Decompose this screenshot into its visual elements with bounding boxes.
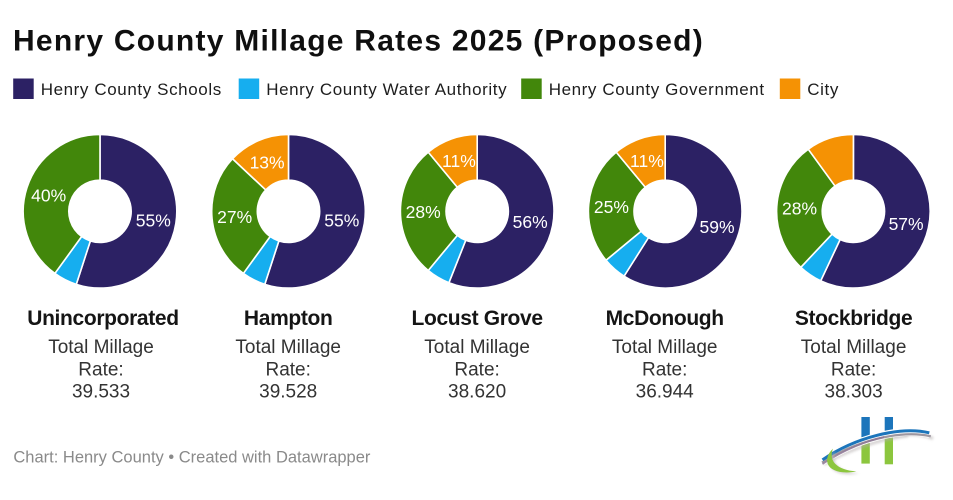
svg-text:39.528: 39.528	[259, 381, 317, 402]
svg-text:28%: 28%	[782, 199, 817, 219]
svg-text:59%: 59%	[699, 217, 734, 237]
svg-text:11%: 11%	[442, 151, 476, 171]
svg-text:Stockbridge: Stockbridge	[795, 307, 913, 330]
svg-text:28%: 28%	[406, 202, 441, 222]
svg-text:Chart: Henry County • Created: Chart: Henry County • Created with Dataw…	[13, 449, 371, 467]
svg-text:Henry County Millage Rates 202: Henry County Millage Rates 2025 (Propose…	[13, 25, 704, 58]
svg-text:55%: 55%	[324, 210, 359, 230]
svg-text:38.620: 38.620	[448, 381, 506, 402]
svg-text:Henry County Government: Henry County Government	[549, 80, 765, 99]
svg-text:Total Millage: Total Millage	[48, 337, 154, 358]
svg-text:Rate:: Rate:	[265, 359, 310, 380]
svg-text:Unincorporated: Unincorporated	[27, 307, 178, 330]
svg-text:27%: 27%	[217, 207, 252, 227]
svg-text:25%: 25%	[594, 197, 629, 217]
svg-text:City: City	[807, 80, 839, 99]
svg-text:55%: 55%	[136, 210, 171, 230]
svg-text:Rate:: Rate:	[642, 359, 687, 380]
svg-text:McDonough: McDonough	[606, 307, 724, 330]
svg-text:57%: 57%	[889, 214, 924, 234]
svg-text:11%: 11%	[630, 151, 664, 171]
svg-text:40%: 40%	[31, 185, 66, 205]
svg-text:Henry County Schools: Henry County Schools	[41, 80, 222, 99]
svg-text:Total Millage: Total Millage	[235, 337, 341, 358]
svg-text:39.533: 39.533	[72, 381, 130, 402]
svg-text:Locust Grove: Locust Grove	[412, 307, 543, 330]
svg-text:13%: 13%	[250, 153, 285, 173]
svg-text:Total Millage: Total Millage	[612, 337, 718, 358]
svg-text:36.944: 36.944	[636, 381, 695, 402]
svg-text:Total Millage: Total Millage	[424, 337, 530, 358]
svg-text:38.303: 38.303	[825, 381, 883, 402]
svg-text:Henry County Water Authority: Henry County Water Authority	[266, 80, 507, 99]
svg-text:Rate:: Rate:	[454, 359, 499, 380]
svg-text:56%: 56%	[513, 212, 548, 232]
svg-text:Rate:: Rate:	[831, 359, 876, 380]
svg-text:Total Millage: Total Millage	[801, 337, 907, 358]
svg-text:Rate:: Rate:	[78, 359, 123, 380]
svg-text:Hampton: Hampton	[244, 307, 333, 330]
